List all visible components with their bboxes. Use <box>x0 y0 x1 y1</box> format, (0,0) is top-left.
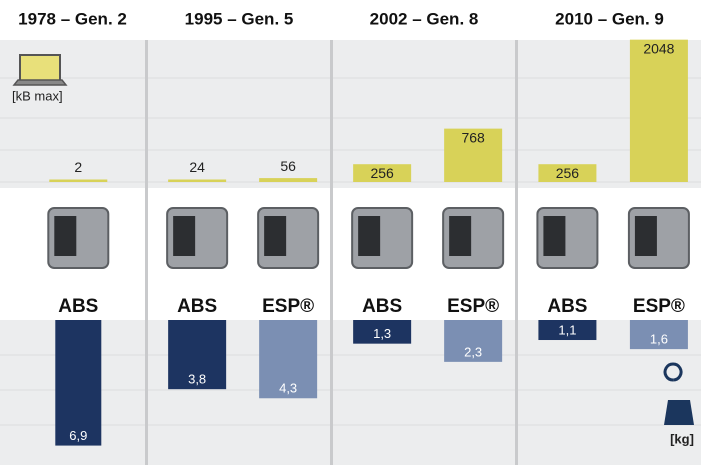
weight-label: 1,3 <box>373 326 391 341</box>
generation-title: 2010 – Gen. 9 <box>555 9 664 28</box>
generation-title: 1995 – Gen. 5 <box>185 9 294 28</box>
page: [kB max] [kg] 1978 – Gen. 2 ABS 2 6,9 1995 –… <box>0 0 701 465</box>
memory-bar <box>49 180 107 183</box>
memory-unit: [kB max] <box>12 88 63 103</box>
weight-label: 6,9 <box>69 428 87 443</box>
memory-label: 256 <box>556 165 580 181</box>
weight-unit: [kg] <box>670 431 694 446</box>
memory-icon <box>14 55 66 85</box>
item-name: ESP® <box>262 296 314 317</box>
memory-bar <box>259 178 317 182</box>
item-name: ABS <box>362 296 402 317</box>
chart: [kB max] [kg] 1978 – Gen. 2 ABS 2 6,9 1995 –… <box>0 0 701 465</box>
item-name: ESP® <box>633 296 685 317</box>
item-name: ABS <box>547 296 587 317</box>
generation-title: 2002 – Gen. 8 <box>370 9 479 28</box>
generation-title: 1978 – Gen. 2 <box>18 9 127 28</box>
memory-label: 2 <box>74 159 82 175</box>
weight-label: 2,3 <box>464 344 482 359</box>
memory-label: 2048 <box>643 40 674 56</box>
weight-label: 3,8 <box>188 372 206 387</box>
weight-label: 1,6 <box>650 332 668 347</box>
memory-bar <box>630 40 688 182</box>
product-image-detail <box>54 216 76 256</box>
product-image-detail <box>358 216 380 256</box>
weight-label: 1,1 <box>558 322 576 337</box>
weight-label: 4,3 <box>279 381 297 396</box>
product-image-detail <box>543 216 565 256</box>
product-image-detail <box>173 216 195 256</box>
memory-label: 56 <box>280 158 296 174</box>
item-name: ABS <box>58 296 98 317</box>
weight-bar <box>55 320 101 446</box>
memory-label: 24 <box>189 159 205 175</box>
product-image-detail <box>264 216 286 256</box>
memory-label: 768 <box>461 129 485 145</box>
product-image-detail <box>449 216 471 256</box>
memory-label: 256 <box>370 165 394 181</box>
item-name: ABS <box>177 296 217 317</box>
item-name: ESP® <box>447 296 499 317</box>
memory-bar <box>168 180 226 183</box>
product-image-detail <box>635 216 657 256</box>
